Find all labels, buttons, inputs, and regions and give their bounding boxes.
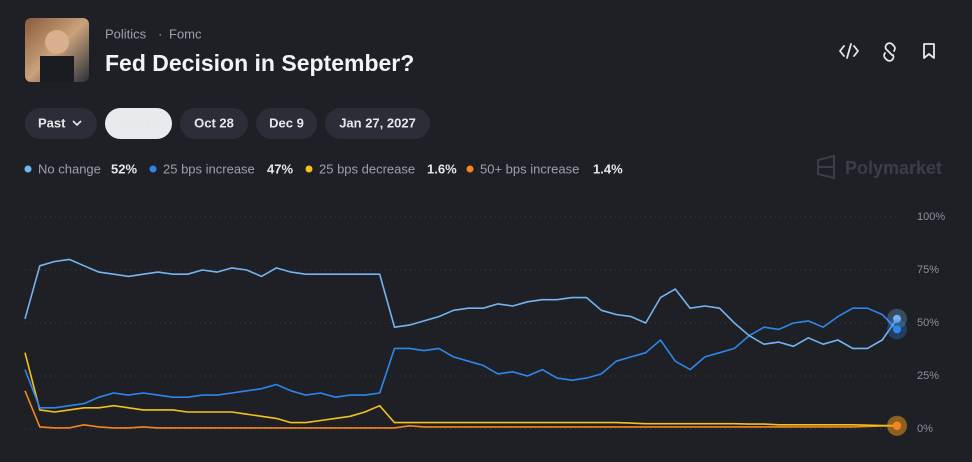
legend-value: 47% [267,161,293,176]
y-tick-label: 0% [917,423,933,435]
legend-swatch [466,165,474,173]
tab[interactable] [105,108,172,139]
end-point [893,314,901,323]
tab-chevron [72,120,82,127]
tab[interactable] [256,108,317,139]
market-image-face [45,30,69,54]
legend-label: 25 bps increase [163,161,255,176]
y-tick-label: 100% [917,211,945,223]
series-line [24,258,898,350]
brand-logo [817,154,835,180]
legend-swatch [24,165,32,173]
brand: Polymarket [845,158,942,178]
copy-link-button[interactable] [883,42,896,62]
tab-label[interactable]: Dec 9 [269,115,304,130]
breadcrumb-separator: · [158,26,162,41]
tab[interactable] [325,108,430,139]
market-image-suit [40,56,74,82]
series-line [24,352,897,427]
legend-value: 1.4% [593,161,623,176]
end-point [893,422,901,431]
series-line [24,307,898,409]
end-point [893,325,901,334]
legend-swatch [149,165,157,173]
legend-swatch [305,165,313,173]
legend-label: 50+ bps increase [480,161,579,176]
legend-label: 25 bps decrease [319,161,415,176]
tab[interactable] [25,108,97,139]
series-line [24,390,897,429]
title: Fed Decision in September? [105,50,414,76]
embed-button[interactable] [839,43,859,59]
breadcrumb[interactable]: Politics [105,26,147,41]
legend-value: 52% [111,161,137,176]
tab-label[interactable]: Past [38,115,66,130]
legend-value: 1.6% [427,161,457,176]
bookmark-button[interactable] [923,43,935,59]
tab-label[interactable]: Jan 27, 2027 [339,115,416,130]
tab[interactable] [180,108,248,139]
legend-label: No change [38,161,101,176]
y-tick-label: 25% [917,370,939,382]
tab-label[interactable]: Sep 16 [118,115,160,130]
y-tick-label: 50% [917,317,939,329]
y-tick-label: 75% [917,264,939,276]
breadcrumb[interactable]: Fomc [169,26,202,41]
tab-label[interactable]: Oct 28 [194,115,234,130]
